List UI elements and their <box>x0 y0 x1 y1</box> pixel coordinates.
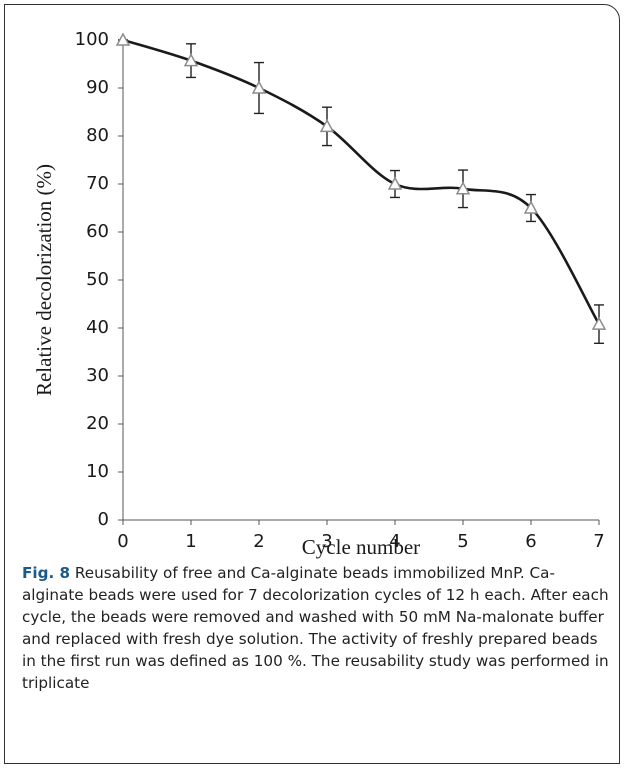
x-tick-label: 0 <box>117 531 128 552</box>
marker <box>387 176 403 190</box>
marker <box>251 80 267 94</box>
caption-label: Fig. 8 <box>22 564 71 582</box>
x-tick-label: 5 <box>457 531 468 552</box>
marker <box>115 32 131 46</box>
marker <box>455 181 471 195</box>
x-axis-label: Cycle number <box>302 535 420 559</box>
y-tick-label: 20 <box>86 413 109 434</box>
marker <box>183 53 199 67</box>
data-line <box>122 38 601 325</box>
caption: Fig. 8 Reusability of free and Ca-algina… <box>22 562 612 694</box>
x-tick-label: 4 <box>389 531 400 552</box>
caption-text: Reusability of free and Ca-alginate bead… <box>22 564 609 692</box>
y-axis-label: Relative decolorization (%) <box>32 164 56 396</box>
y-tick-label: 90 <box>86 77 109 98</box>
y-tick-label: 60 <box>86 221 109 242</box>
chart: Relative decolorization (%) Cycle number… <box>32 29 607 559</box>
x-tick-label: 6 <box>525 531 536 552</box>
x-tick-label: 7 <box>593 531 604 552</box>
x-tick-label: 3 <box>321 531 332 552</box>
y-tick-label: 10 <box>86 461 109 482</box>
y-tick-label: 100 <box>75 29 109 50</box>
y-tick-label: 0 <box>98 509 109 530</box>
y-tick-label: 30 <box>86 365 109 386</box>
y-tick-label: 70 <box>86 173 109 194</box>
marker <box>523 200 539 214</box>
marker <box>591 316 607 330</box>
x-tick-label: 1 <box>185 531 196 552</box>
marker <box>319 118 335 133</box>
figure-frame <box>4 4 620 764</box>
x-tick-label: 2 <box>253 531 264 552</box>
y-tick-label: 80 <box>86 125 109 146</box>
y-tick-label: 40 <box>86 317 109 338</box>
y-tick-label: 50 <box>86 269 109 290</box>
